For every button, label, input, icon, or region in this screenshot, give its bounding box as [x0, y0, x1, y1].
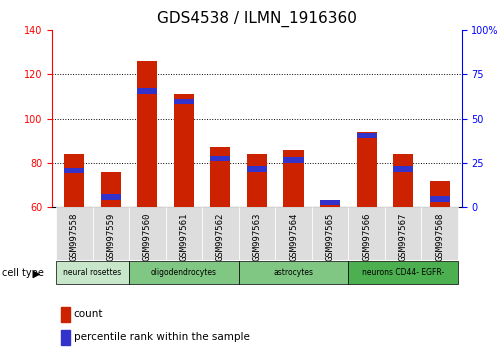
Bar [430, 196, 450, 202]
FancyBboxPatch shape [348, 207, 385, 260]
FancyBboxPatch shape [56, 261, 129, 285]
Text: GSM997558: GSM997558 [70, 212, 79, 261]
FancyBboxPatch shape [56, 207, 93, 260]
Bar [320, 205, 340, 207]
Bar [174, 99, 194, 104]
FancyBboxPatch shape [312, 207, 348, 260]
Text: percentile rank within the sample: percentile rank within the sample [74, 332, 250, 342]
Text: GSM997563: GSM997563 [252, 212, 261, 261]
Bar [60, 330, 69, 344]
Text: GSM997559: GSM997559 [106, 212, 115, 261]
Text: GSM997561: GSM997561 [180, 212, 189, 261]
Bar [64, 154, 84, 207]
Bar [430, 181, 450, 207]
Bar [211, 147, 231, 207]
FancyBboxPatch shape [275, 207, 312, 260]
Bar [357, 132, 377, 207]
Bar [393, 154, 413, 207]
Bar [64, 168, 84, 173]
Text: neural rosettes: neural rosettes [63, 268, 122, 278]
Bar [357, 132, 377, 138]
FancyBboxPatch shape [385, 207, 421, 260]
Title: GDS4538 / ILMN_1916360: GDS4538 / ILMN_1916360 [157, 11, 357, 27]
Bar [393, 166, 413, 172]
FancyBboxPatch shape [421, 207, 458, 260]
Text: GSM997565: GSM997565 [325, 212, 334, 261]
Bar [174, 94, 194, 207]
Bar [137, 88, 157, 94]
Bar [247, 166, 267, 172]
Bar [211, 155, 231, 161]
Text: GSM997567: GSM997567 [399, 212, 408, 261]
Text: count: count [74, 309, 103, 319]
Text: GSM997562: GSM997562 [216, 212, 225, 261]
Bar [101, 172, 121, 207]
Text: neurons CD44- EGFR-: neurons CD44- EGFR- [362, 268, 444, 278]
Text: GSM997566: GSM997566 [362, 212, 371, 261]
Bar [101, 194, 121, 200]
FancyBboxPatch shape [166, 207, 202, 260]
Text: astrocytes: astrocytes [273, 268, 313, 278]
FancyBboxPatch shape [239, 261, 348, 285]
FancyBboxPatch shape [202, 207, 239, 260]
Bar [283, 157, 303, 163]
Text: GSM997568: GSM997568 [435, 212, 444, 261]
FancyBboxPatch shape [239, 207, 275, 260]
Bar [320, 200, 340, 205]
Text: oligodendrocytes: oligodendrocytes [151, 268, 217, 278]
Text: GSM997560: GSM997560 [143, 212, 152, 261]
Bar [283, 149, 303, 207]
FancyBboxPatch shape [129, 261, 239, 285]
Bar [247, 154, 267, 207]
Bar [60, 307, 69, 322]
FancyBboxPatch shape [93, 207, 129, 260]
Text: cell type: cell type [2, 268, 44, 278]
Text: ▶: ▶ [33, 268, 41, 278]
Bar [137, 61, 157, 207]
FancyBboxPatch shape [129, 207, 166, 260]
Text: GSM997564: GSM997564 [289, 212, 298, 261]
FancyBboxPatch shape [348, 261, 458, 285]
